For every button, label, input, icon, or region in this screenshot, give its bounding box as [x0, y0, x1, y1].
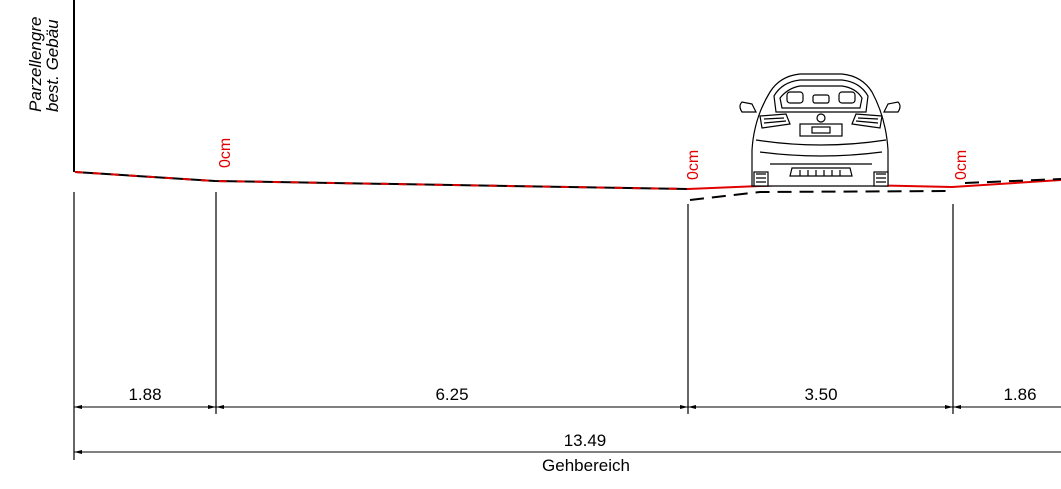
- planned-profile-dashed-red: [74, 171, 689, 190]
- level-label-b: 0cm: [685, 150, 702, 180]
- car-rear-view: [739, 73, 901, 187]
- dimension-seg1: 1.88: [128, 385, 161, 404]
- dimension-arrow-total: [74, 450, 82, 454]
- dimension-seg2: 6.25: [435, 385, 468, 404]
- existing-road-profile-dashed: [689, 190, 953, 201]
- zone-label: Gehbereich: [542, 456, 630, 475]
- level-label-a: 0cm: [217, 138, 234, 168]
- dimension-seg3: 3.50: [804, 385, 837, 404]
- dimension-seg4: 1.86: [1003, 385, 1036, 404]
- dimension-total: 13.49: [564, 431, 607, 450]
- dimension-arrows-row1: [74, 405, 961, 409]
- existing-profile: [74, 171, 689, 190]
- level-label-c: 0cm: [953, 150, 970, 180]
- parcel-label-line1: Parzellengre: [26, 17, 45, 112]
- existing-right-profile-dashed: [964, 178, 1061, 184]
- parcel-label-line2: best. Gebäu: [43, 19, 62, 112]
